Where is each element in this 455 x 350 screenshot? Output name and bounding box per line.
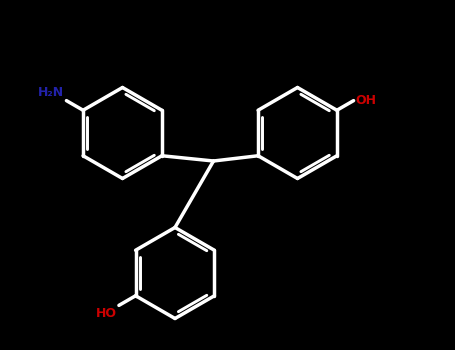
Text: HO: HO (96, 307, 117, 320)
Text: OH: OH (355, 94, 376, 107)
Text: H₂N: H₂N (37, 86, 64, 99)
